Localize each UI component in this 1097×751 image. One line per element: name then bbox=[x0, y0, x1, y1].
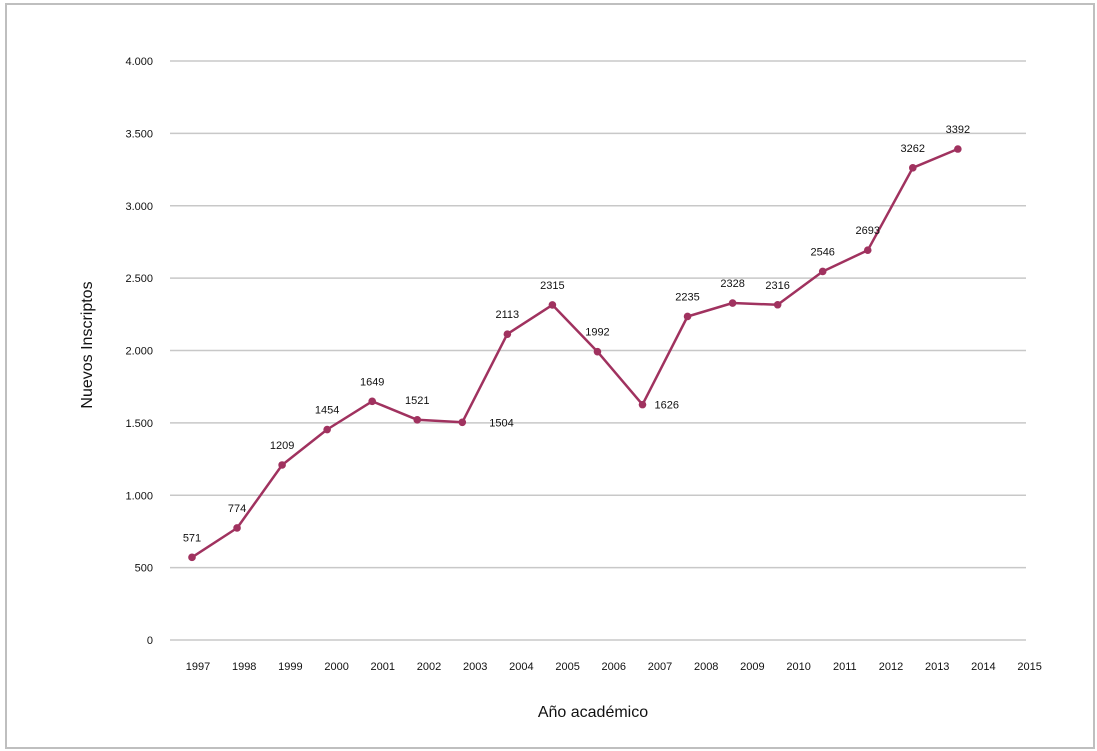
data-point bbox=[323, 425, 331, 434]
data-label: 1454 bbox=[315, 405, 339, 417]
data-label: 1626 bbox=[655, 400, 679, 412]
series-line bbox=[191, 147, 959, 559]
data-label: 3392 bbox=[946, 124, 970, 136]
data-point bbox=[503, 330, 512, 338]
x-axis-ticks: 1997 1998 1999 2000 2001 2002 2003 2004 2005 2006… bbox=[186, 661, 1042, 673]
data-label: 2316 bbox=[765, 280, 789, 292]
y-axis-title: Nuevos Inscriptos bbox=[79, 281, 96, 408]
y-tick-label: 4.000 bbox=[125, 56, 153, 68]
data-label: 2235 bbox=[675, 291, 699, 303]
y-tick-label: 2.500 bbox=[125, 273, 153, 285]
y-tick-label: 0 bbox=[147, 635, 153, 647]
x-tick-label: 2011 bbox=[833, 661, 857, 673]
x-tick-label: 2010 bbox=[786, 661, 810, 673]
data-point bbox=[413, 416, 422, 424]
y-tick-label: 3.000 bbox=[125, 201, 153, 213]
x-tick-label: 2002 bbox=[417, 661, 441, 673]
data-labels: 571 774 1209 1454 1649 1521 1504 2113 2315 1992 16… bbox=[183, 124, 970, 544]
x-tick-label: 1998 bbox=[232, 661, 256, 673]
data-label: 3262 bbox=[901, 143, 925, 155]
data-label: 2328 bbox=[720, 278, 744, 290]
data-label: 774 bbox=[228, 503, 246, 515]
y-tick-label: 500 bbox=[135, 563, 153, 575]
data-point bbox=[638, 400, 647, 409]
data-label: 1521 bbox=[405, 395, 429, 407]
data-point bbox=[728, 299, 737, 307]
data-point bbox=[188, 553, 196, 562]
data-label: 571 bbox=[183, 532, 201, 544]
x-tick-label: 2015 bbox=[1017, 661, 1041, 673]
data-point bbox=[233, 524, 241, 532]
data-point bbox=[773, 300, 782, 309]
x-tick-label: 2007 bbox=[648, 661, 672, 673]
x-tick-label: 2003 bbox=[463, 661, 487, 673]
y-tick-label: 3.500 bbox=[125, 128, 153, 140]
data-point bbox=[954, 145, 962, 153]
data-point bbox=[683, 312, 692, 321]
data-point bbox=[368, 397, 377, 406]
x-axis-title: Año académico bbox=[538, 704, 648, 721]
y-tick-label: 1.500 bbox=[125, 418, 153, 430]
chart-frame: 0 500 1.000 1.500 2.000 2.500 3.000 3.500 4.000 … bbox=[5, 3, 1095, 749]
data-point bbox=[863, 246, 872, 254]
x-tick-label: 2008 bbox=[694, 661, 718, 673]
data-label: 1992 bbox=[585, 327, 609, 339]
line-chart: 05001.0001.5002.0002.5003.0003.5004.000 … bbox=[79, 56, 1042, 721]
x-tick-label: 2009 bbox=[740, 661, 764, 673]
y-tick-label: 2.000 bbox=[125, 346, 153, 358]
data-point bbox=[818, 267, 827, 276]
y-axis-ticks: 0 500 1.000 1.500 2.000 2.500 3.000 3.500 4.000 bbox=[125, 56, 153, 647]
y-tick-label: 1.000 bbox=[125, 490, 153, 502]
x-tick-label: 2004 bbox=[509, 661, 533, 673]
data-point bbox=[909, 164, 917, 172]
data-label: 1504 bbox=[489, 417, 513, 429]
x-tick-label: 1997 bbox=[186, 661, 210, 673]
x-tick-label: 2001 bbox=[371, 661, 395, 673]
x-tick-label: 2006 bbox=[602, 661, 626, 673]
x-tick-label: 2012 bbox=[879, 661, 903, 673]
x-tick-label: 2014 bbox=[971, 661, 995, 673]
x-tick-label: 1999 bbox=[278, 661, 302, 673]
data-label: 2693 bbox=[856, 225, 880, 237]
series-group bbox=[188, 145, 962, 562]
x-tick-label: 2013 bbox=[925, 661, 949, 673]
data-label: 2546 bbox=[810, 246, 834, 258]
data-label: 1649 bbox=[360, 376, 384, 388]
data-label: 2315 bbox=[540, 280, 564, 292]
data-point bbox=[278, 461, 286, 469]
x-tick-label: 2000 bbox=[324, 661, 348, 673]
data-label: 1209 bbox=[270, 440, 294, 452]
x-tick-label: 2005 bbox=[555, 661, 579, 673]
data-point bbox=[458, 418, 467, 427]
data-label: 2113 bbox=[496, 309, 520, 321]
data-point bbox=[593, 347, 602, 356]
data-point bbox=[548, 301, 557, 309]
